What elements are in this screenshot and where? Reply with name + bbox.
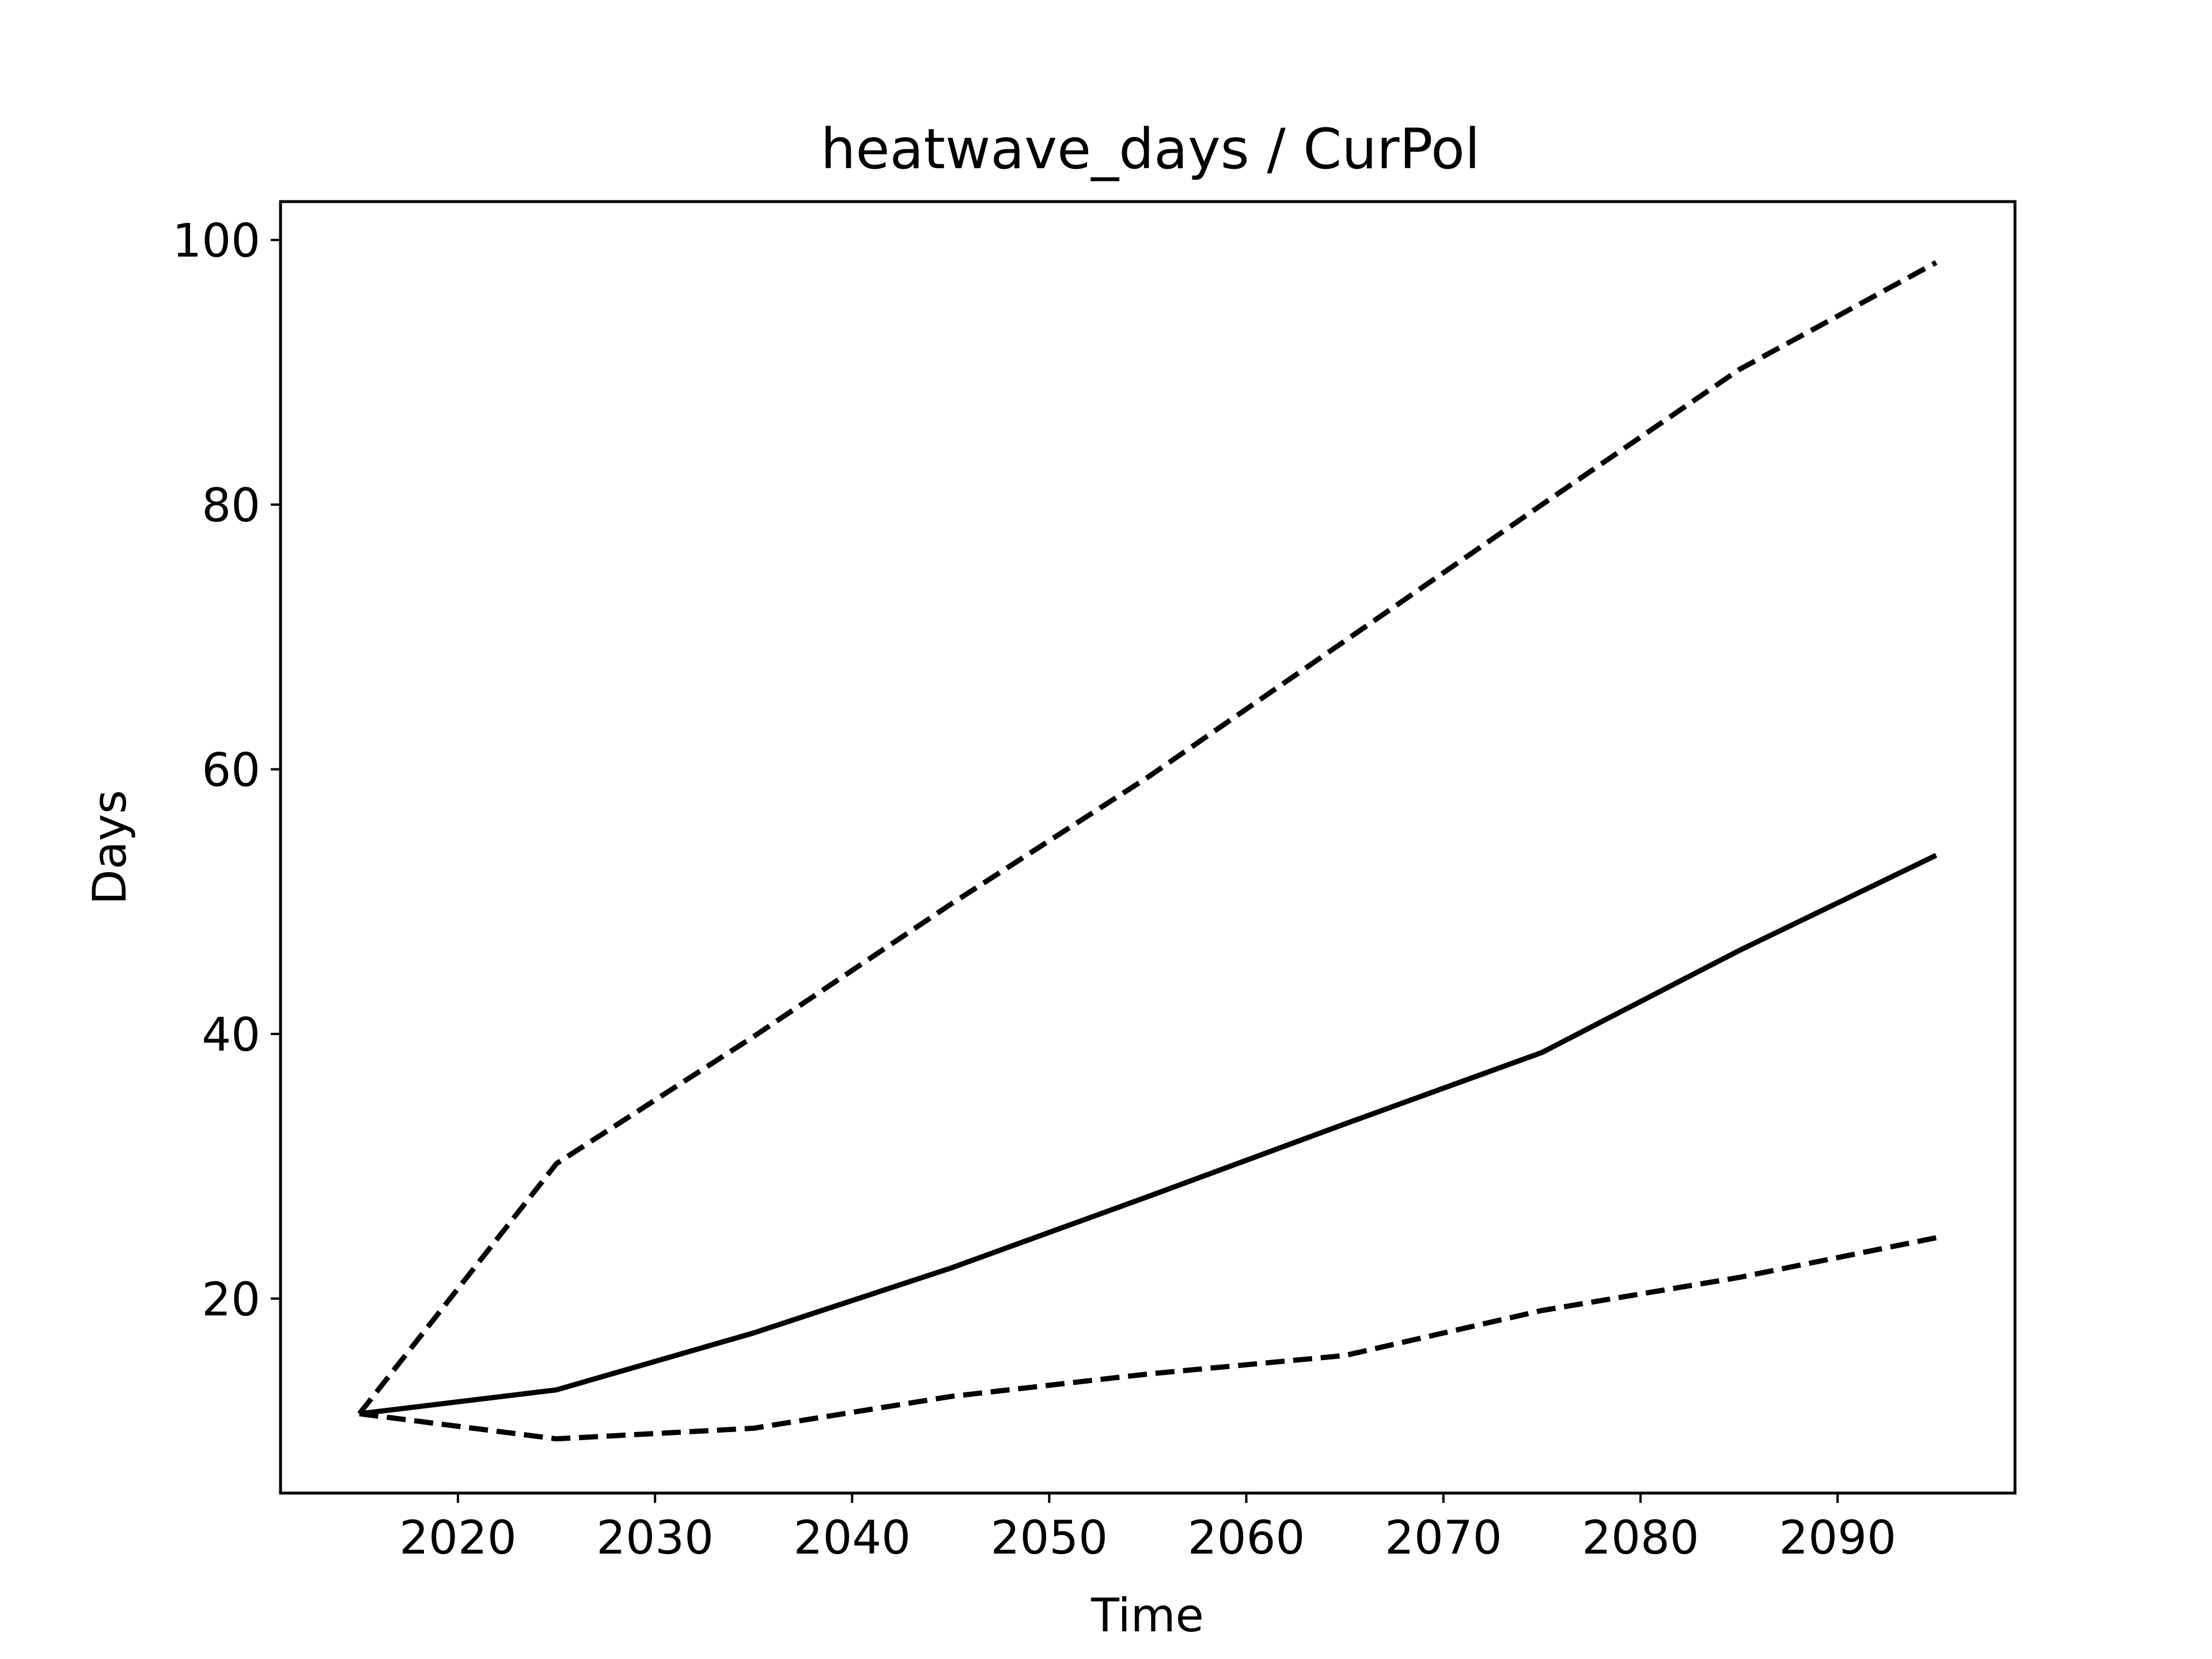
y-axis: 20 40 60 80 100 <box>172 214 281 1326</box>
x-tick-label: 2090 <box>1779 1511 1896 1565</box>
x-tick-label: 2030 <box>596 1511 714 1565</box>
x-tick-label: 2080 <box>1582 1511 1699 1565</box>
chart-title: heatwave_days / CurPol <box>821 117 1480 181</box>
x-tick-label: 2070 <box>1385 1511 1502 1565</box>
y-tick-label: 20 <box>202 1272 260 1326</box>
plot-frame <box>279 200 2017 1495</box>
upper-bound-series-line <box>357 260 1938 1415</box>
central-series-line <box>359 853 1938 1416</box>
series-layer <box>357 260 1938 1442</box>
y-tick-label: 60 <box>202 743 260 797</box>
x-axis-label: Time <box>1090 1589 1204 1642</box>
y-tick-label: 40 <box>202 1008 260 1062</box>
x-tick-label: 2040 <box>793 1511 911 1565</box>
lower-bound-series-line <box>359 1235 1937 1442</box>
x-tick-label: 2050 <box>991 1511 1108 1565</box>
y-tick-label: 100 <box>172 214 260 268</box>
x-tick-label: 2020 <box>399 1511 517 1565</box>
x-tick-label: 2060 <box>1188 1511 1305 1565</box>
y-tick-label: 80 <box>202 479 260 532</box>
x-axis: 2020 2030 2040 2050 2060 2070 2080 2090 <box>399 1493 1896 1565</box>
y-axis-label: Days <box>83 790 137 905</box>
